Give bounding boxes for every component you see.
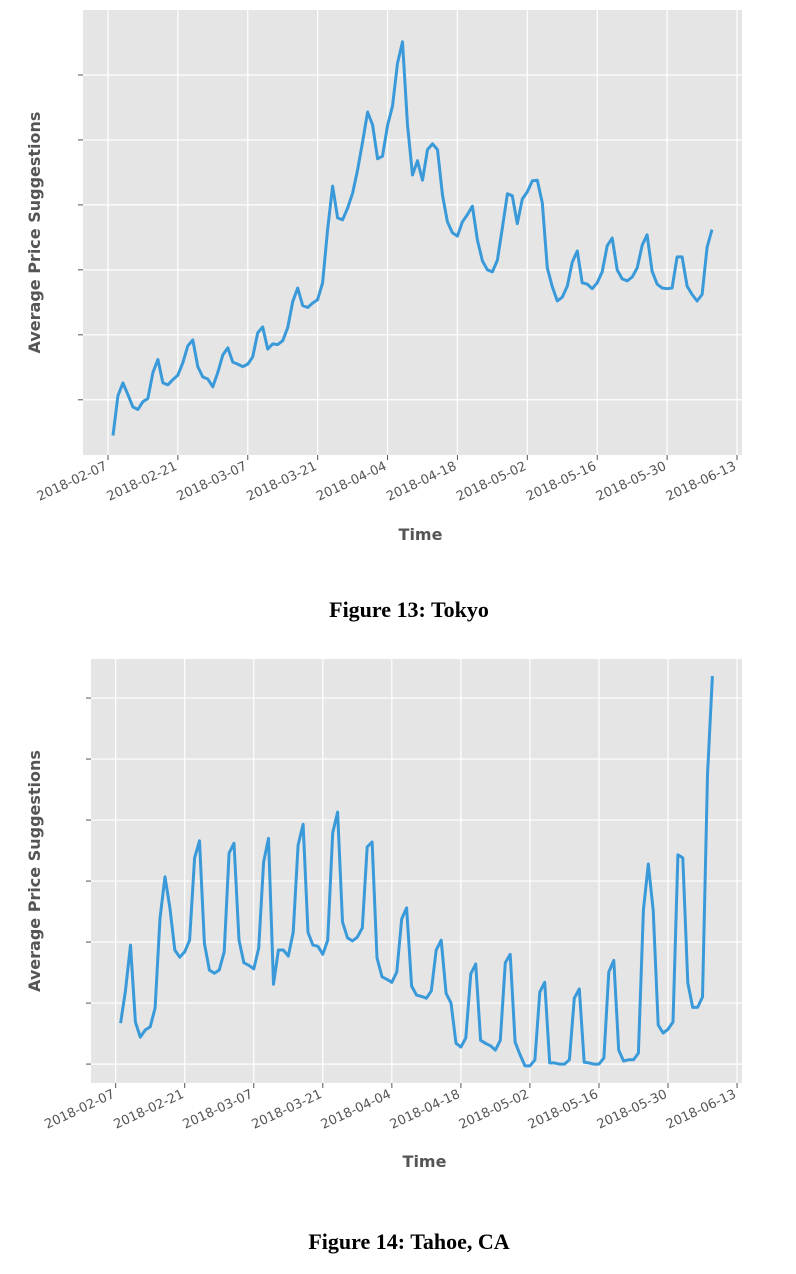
- x-tick-label: 2018-05-30: [595, 1087, 670, 1133]
- x-tick-label: 2018-02-21: [105, 459, 180, 505]
- plot-area: [83, 10, 742, 455]
- x-tick-label: 2018-04-18: [384, 459, 459, 505]
- data-line: [119, 676, 714, 1068]
- x-tick-label: 2018-04-04: [319, 1087, 394, 1133]
- figure-caption: Figure 13: Tokyo: [329, 597, 489, 622]
- x-tick-label: 2018-03-21: [245, 459, 320, 505]
- figure-caption: Figure 14: Tahoe, CA: [308, 1229, 509, 1254]
- plot-area: [91, 659, 742, 1083]
- y-axis-label: Average Price Suggestions: [25, 112, 44, 354]
- x-tick-label: 2018-03-21: [250, 1087, 325, 1133]
- y-axis-label: Average Price Suggestions: [25, 750, 44, 992]
- x-tick-label: 2018-05-02: [454, 459, 529, 505]
- x-tick-label: 2018-05-16: [524, 459, 599, 505]
- x-tick-label: 2018-03-07: [175, 459, 250, 505]
- x-tick-label: 2018-05-02: [457, 1087, 532, 1133]
- x-tick-label: 2018-05-30: [594, 459, 669, 505]
- x-axis-label: Time: [399, 525, 443, 544]
- x-tick-label: 2018-05-16: [526, 1087, 601, 1133]
- x-tick-label: 2018-03-07: [181, 1087, 256, 1133]
- x-axis-label: Time: [403, 1152, 447, 1171]
- x-tick-label: 2018-02-21: [112, 1087, 187, 1133]
- x-tick-label: 2018-06-13: [664, 1087, 739, 1133]
- x-tick-label: 2018-02-07: [35, 459, 110, 505]
- data-line: [111, 40, 714, 436]
- x-tick-label: 2018-04-18: [388, 1087, 463, 1133]
- x-tick-label: 2018-02-07: [43, 1087, 118, 1133]
- x-tick-label: 2018-06-13: [664, 459, 739, 505]
- x-tick-label: 2018-04-04: [314, 459, 389, 505]
